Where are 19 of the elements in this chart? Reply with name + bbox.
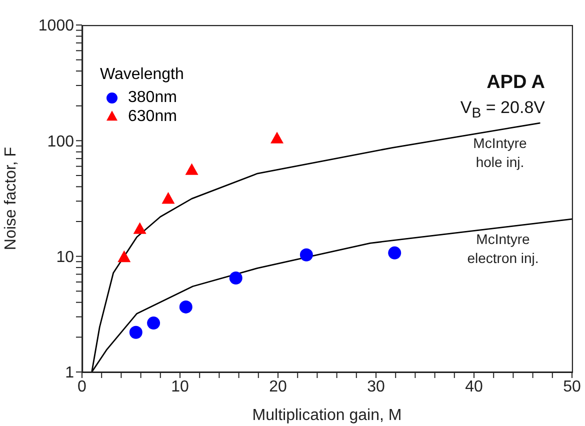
x-tick-label: 50	[563, 378, 581, 396]
text: V$_{B}$ = 20.8V	[460, 98, 545, 122]
annotation: McIntyre electron inj.	[467, 231, 539, 266]
x-tick-label: 40	[465, 378, 483, 396]
x-axis-title: Multiplication gain, M	[252, 407, 402, 424]
legend-label: 630nm	[128, 108, 177, 126]
text: APD A	[486, 72, 545, 94]
legend-title: Wavelength	[100, 66, 184, 84]
legend-label: 380nm	[128, 88, 177, 106]
x-tick-label: 20	[269, 378, 287, 396]
x-tick-label: 30	[367, 378, 385, 396]
annotation: McIntyre hole inj.	[473, 135, 528, 170]
y-tick-label: 100	[47, 133, 74, 150]
y-axis-title: Noise factor, F	[2, 146, 20, 250]
y-tick-label: 10	[56, 249, 74, 266]
x-tick-label: 0	[78, 378, 87, 396]
y-tick-label: 1000	[38, 18, 74, 35]
y-tick-label: 1	[65, 364, 74, 382]
x-tick-label: 10	[171, 378, 189, 396]
